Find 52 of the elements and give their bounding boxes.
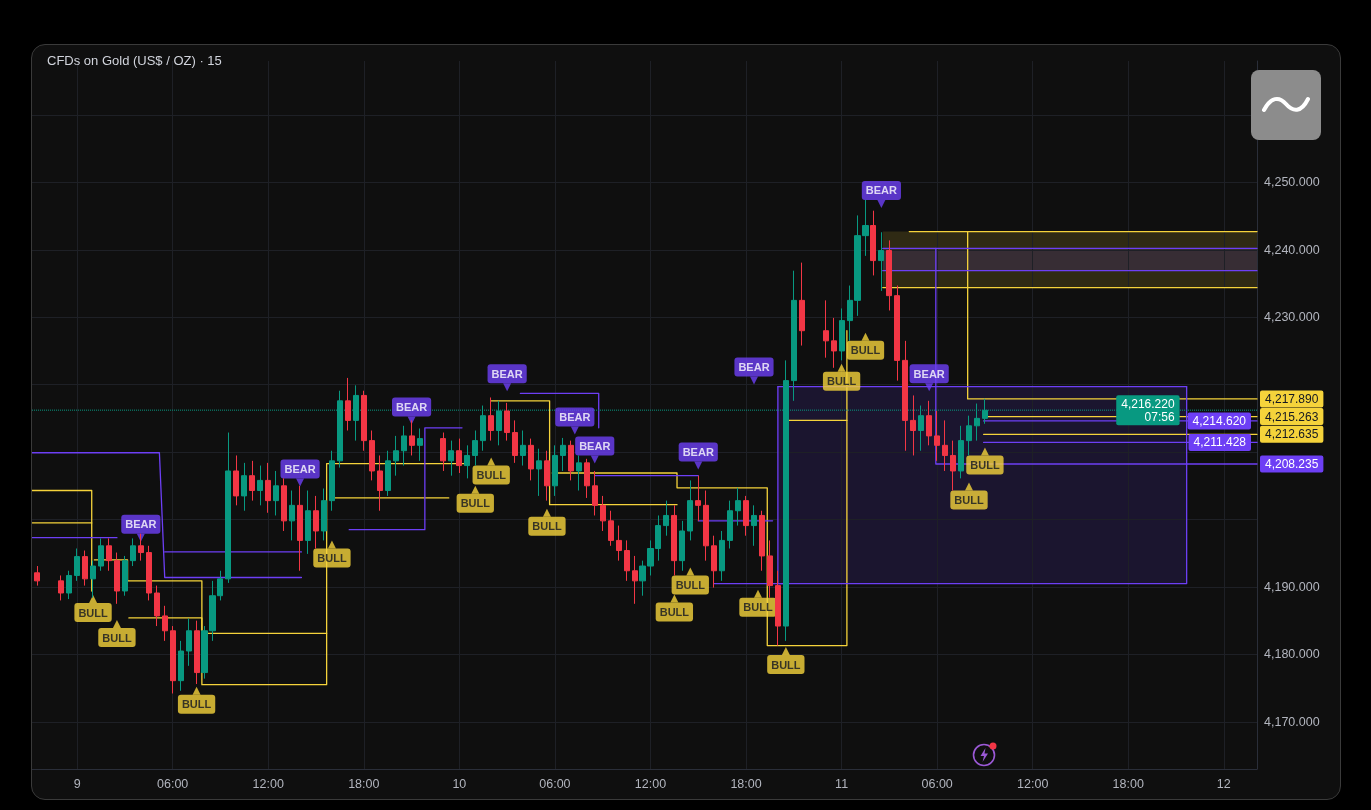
data-label: BULL [743,601,773,614]
data-label: BEAR [682,446,714,459]
data-label: BULL [181,698,212,711]
data-label: BEAR [395,400,428,413]
x-tick-label: 9 [73,776,81,791]
data-label: BEAR [579,440,611,452]
data-label: BULL [675,578,706,591]
x-tick-label: 06:00 [921,776,953,791]
data-label: 4,211.428 [1193,435,1247,450]
data-label: BULL [850,344,881,357]
data-label: 4,217.890 [1265,391,1319,406]
data-label: BEAR [125,518,157,531]
x-tick-label: 12 [1216,776,1231,791]
ref-line-label: 4,216.220 07:56 [1121,396,1175,424]
y-tick-label: 4,170.000 [1264,714,1320,729]
data-label: 4,214.620 [1192,413,1247,428]
x-tick-label: 11 [835,776,849,791]
y-tick-label: 4,190.000 [1264,579,1320,594]
data-label: BEAR [865,184,898,197]
data-label: BULL [954,493,984,506]
data-label: BEAR [559,411,591,424]
data-label: 4,208.235 [1265,456,1319,471]
data-label: BEAR [284,462,316,475]
data-label: BULL [460,497,491,510]
x-tick-label: 12:00 [1017,776,1049,791]
data-label: BULL [317,551,347,564]
x-tick-label: 18:00 [1112,776,1144,791]
data-label: BULL [771,658,801,671]
data-label: BULL [78,606,108,619]
y-tick-label: 4,180.000 [1264,647,1320,662]
data-label: BULL [476,469,507,482]
x-tick-label: 12:00 [252,776,284,791]
data-label: BEAR [738,361,770,374]
data-label: BULL [102,631,132,644]
y-tick-label: 4,240.000 [1264,242,1320,257]
data-label: 4,212.635 [1265,427,1319,442]
x-tick-label: 10 [452,776,467,791]
data-label: BEAR [491,367,523,380]
y-tick-label: 4,230.000 [1264,310,1320,325]
data-label: BULL [970,458,1000,471]
data-label: BULL [659,605,690,618]
chart-title: CFDs on Gold (US$ / OZ) · 15 [47,53,222,68]
data-label: BULL [826,375,857,388]
x-tick-label: 06:00 [157,776,189,791]
data-label: BEAR [913,367,945,380]
x-tick-label: 18:00 [348,776,380,791]
data-label: BULL [532,520,562,533]
x-tick-label: 06:00 [539,776,571,791]
y-tick-label: 4,250.000 [1264,175,1320,190]
data-label: 4,215.263 [1265,409,1319,424]
x-tick-label: 12:00 [634,776,667,791]
x-tick-label: 18:00 [730,776,762,791]
